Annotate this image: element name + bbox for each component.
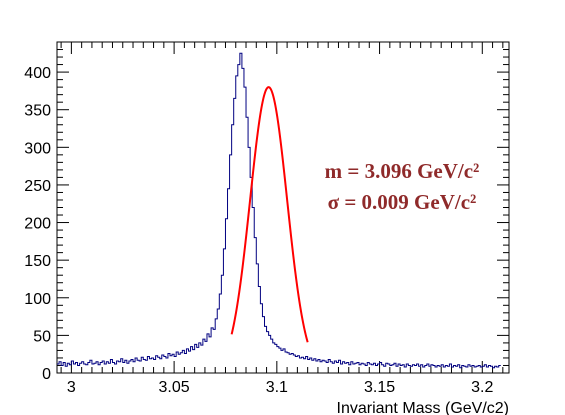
x-tick-label: 3.2 xyxy=(471,379,493,396)
y-tick-label: 200 xyxy=(24,216,51,233)
y-tick-label: 350 xyxy=(24,103,51,120)
sigma-annotation: σ = 0.009 GeV/c² xyxy=(328,190,477,214)
x-axis: 3 3.05 3.1 3.15 3.2 xyxy=(60,42,504,396)
y-tick-label: 150 xyxy=(24,253,51,270)
y-tick-label: 50 xyxy=(33,328,51,345)
x-axis-title: Invariant Mass (GeV/c2) xyxy=(337,400,510,415)
y-tick-label: 400 xyxy=(24,65,51,82)
y-tick-label: 300 xyxy=(24,140,51,157)
y-tick-label: 250 xyxy=(24,178,51,195)
x-tick-label: 3.1 xyxy=(266,379,288,396)
x-tick-label: 3.15 xyxy=(364,379,395,396)
histogram-line xyxy=(57,52,501,369)
gaussian-fit-curve xyxy=(230,86,309,343)
mass-annotation: m = 3.096 GeV/c² xyxy=(325,159,480,183)
x-tick-label: 3.05 xyxy=(159,379,190,396)
y-tick-label: 100 xyxy=(24,291,51,308)
y-axis: 0 50 100 150 200 250 300 350 400 xyxy=(24,41,509,383)
x-tick-label: 3 xyxy=(67,379,76,396)
y-tick-label: 0 xyxy=(42,366,51,383)
